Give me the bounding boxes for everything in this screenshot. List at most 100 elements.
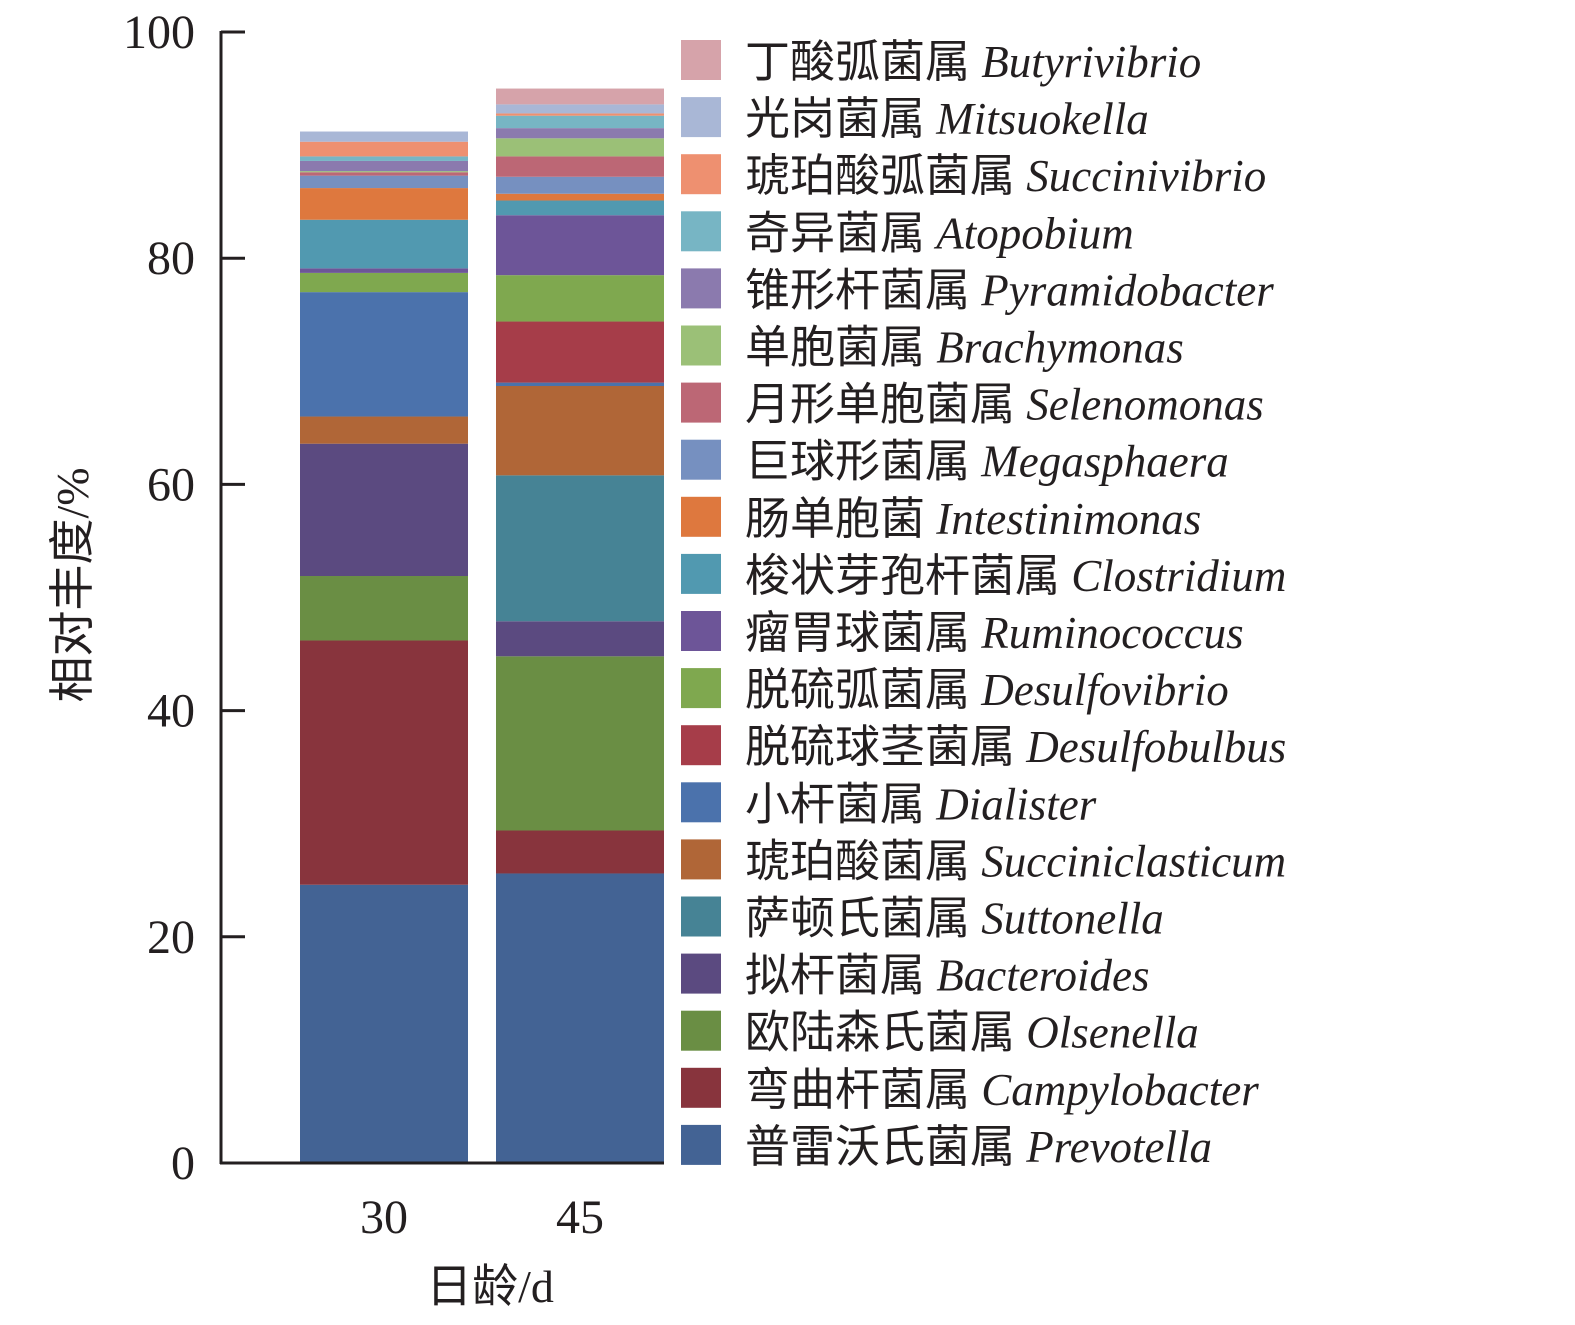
legend-label-cn: 拟杆菌属 [745,951,936,1001]
legend-label-cn: 萨顿氏菌属 [745,894,981,944]
legend-label-latin: Dialister [935,779,1096,829]
legend-label: 锥形杆菌属 Pyramidobacter [745,265,1274,315]
legend-label-cn: 瘤胃球菌属 [745,608,981,658]
legend-item-suttonella: 萨顿氏菌属 Suttonella [681,894,1164,944]
bar-segment-olsenella-45 [496,656,664,831]
legend-item-succinivibrio: 琥珀酸弧菌属 Succinivibrio [681,151,1266,201]
x-tick-label: 45 [556,1191,604,1244]
legend-label-cn: 普雷沃氏菌属 [745,1122,1026,1172]
legend-swatch [681,439,721,480]
legend-swatch [681,496,721,537]
bar-segment-intestinimonas-30 [300,188,468,220]
legend-item-campylobacter: 弯曲杆菌属 Campylobacter [681,1065,1259,1115]
legend-swatch [681,611,721,651]
legend-item-clostridium: 梭状芽孢杆菌属 Clostridium [681,551,1286,601]
bar-segment-atopobium-45 [496,115,664,129]
bar-segment-campylobacter-30 [300,640,468,885]
legend-label-cn: 光岗菌属 [745,94,936,144]
legend-swatch [681,1124,721,1165]
legend-label-latin: Butyrivibrio [981,37,1201,87]
bar-segment-bacteroides-45 [496,621,664,657]
legend-label-cn: 弯曲杆菌属 [745,1065,981,1115]
y-tick-label: 40 [147,685,195,738]
legend-label-cn: 琥珀酸弧菌属 [745,151,1026,201]
legend-label: 月形单胞菌属 Selenomonas [745,380,1264,430]
bars [300,88,664,1163]
legend-item-dialister: 小杆菌属 Dialister [681,779,1097,829]
legend-swatch [681,1010,721,1051]
legend-item-butyrivibrio: 丁酸弧菌属 Butyrivibrio [681,37,1201,87]
bar-segment-megasphaera-30 [300,175,468,189]
bar-segment-desulfovibrio-30 [300,272,468,293]
y-axis-label: 相对丰度/% [47,467,98,702]
y-tick-label: 100 [123,6,195,59]
legend-label-latin: Succiniclasticum [981,836,1286,886]
legend-label-cn: 锥形杆菌属 [745,265,981,315]
legend-label: 单胞菌属 Brachymonas [745,323,1184,373]
legend-label-latin: Ruminococcus [980,608,1243,658]
legend-label: 脱硫弧菌属 Desulfovibrio [745,665,1229,715]
legend-label-latin: Mitsuokella [935,94,1148,144]
bar-segment-dialister-30 [300,292,468,417]
bar-segment-succinivibrio-45 [496,113,664,116]
legend-label: 琥珀酸弧菌属 Succinivibrio [745,151,1266,201]
legend-swatch [681,839,721,880]
legend-swatch [681,211,721,252]
legend-swatch [681,97,721,138]
bar-segment-megasphaera-45 [496,176,664,194]
legend-label: 脱硫球茎菌属 Desulfobulbus [745,722,1286,772]
legend-label-cn: 巨球形菌属 [745,437,981,487]
bar-segment-brachymonas-45 [496,138,664,157]
y-ticks: 0 20 40 60 80 100 [123,6,245,1190]
legend-label-latin: Atopobium [933,208,1134,258]
legend-swatch [681,382,721,423]
legend-label: 拟杆菌属 Bacteroides [745,951,1150,1001]
bar-segment-selenomonas-30 [300,172,468,176]
legend-label: 普雷沃氏菌属 Prevotella [745,1122,1212,1172]
bar-segment-campylobacter-45 [496,830,664,874]
legend-label: 小杆菌属 Dialister [745,779,1097,829]
bar-segment-desulfovibrio-45 [496,275,664,322]
legend-label-latin: Pyramidobacter [980,265,1274,315]
legend-item-desulfobulbus: 脱硫球茎菌属 Desulfobulbus [681,722,1286,772]
legend-label-cn: 脱硫弧菌属 [745,665,981,715]
legend-label: 弯曲杆菌属 Campylobacter [745,1065,1259,1115]
legend-label-cn: 单胞菌属 [745,323,936,373]
legend-label-cn: 丁酸弧菌属 [745,37,981,87]
bar-segment-pyramidobacter-30 [300,160,468,172]
bar-segment-intestinimonas-45 [496,193,664,201]
bar-segment-succiniclasticum-30 [300,416,468,444]
legend-item-intestinimonas: 肠单胞菌 Intestinimonas [681,494,1201,544]
legend-swatch [681,725,721,766]
legend-label: 萨顿氏菌属 Suttonella [745,894,1164,944]
legend-label-latin: Desulfobulbus [1025,722,1286,772]
x-axis-label: 日龄/d [426,1261,554,1312]
bar-segment-dialister-45 [496,382,664,387]
bar-segment-prevotella-30 [300,884,468,1163]
legend-swatch [681,953,721,994]
legend-label-latin: Intestinimonas [935,494,1201,544]
legend-label-latin: Succinivibrio [1026,151,1266,201]
legend-label-cn: 奇异菌属 [745,208,936,258]
bar-segment-butyrivibrio-45 [496,88,664,105]
legend-label-cn: 小杆菌属 [745,779,936,829]
bar-segment-bacteroides-30 [300,443,468,577]
bar-segment-olsenella-30 [300,576,468,641]
legend-item-succiniclasticum: 琥珀酸菌属 Succiniclasticum [681,836,1286,886]
legend-swatch [681,553,721,594]
legend-swatch [681,268,721,309]
bar-segment-clostridium-30 [300,219,468,269]
legend-label-latin: Megasphaera [980,437,1228,487]
legend-label: 琥珀酸菌属 Succiniclasticum [745,836,1286,886]
x-ticks: 30 45 [360,1191,604,1244]
legend-label-cn: 月形单胞菌属 [745,380,1026,430]
bar-segment-ruminococcus-45 [496,215,664,276]
legend-item-brachymonas: 单胞菌属 Brachymonas [681,323,1184,373]
legend-label: 瘤胃球菌属 Ruminococcus [745,608,1244,658]
legend-swatch [681,782,721,823]
legend-item-prevotella: 普雷沃氏菌属 Prevotella [681,1122,1212,1172]
bar-segment-pyramidobacter-45 [496,128,664,139]
legend-label-cn: 梭状芽孢杆菌属 [745,551,1071,601]
legend-label-cn: 肠单胞菌 [745,494,936,544]
legend: 丁酸弧菌属 Butyrivibrio 光岗菌属 Mitsuokella 琥珀酸弧菌属… [681,37,1286,1172]
